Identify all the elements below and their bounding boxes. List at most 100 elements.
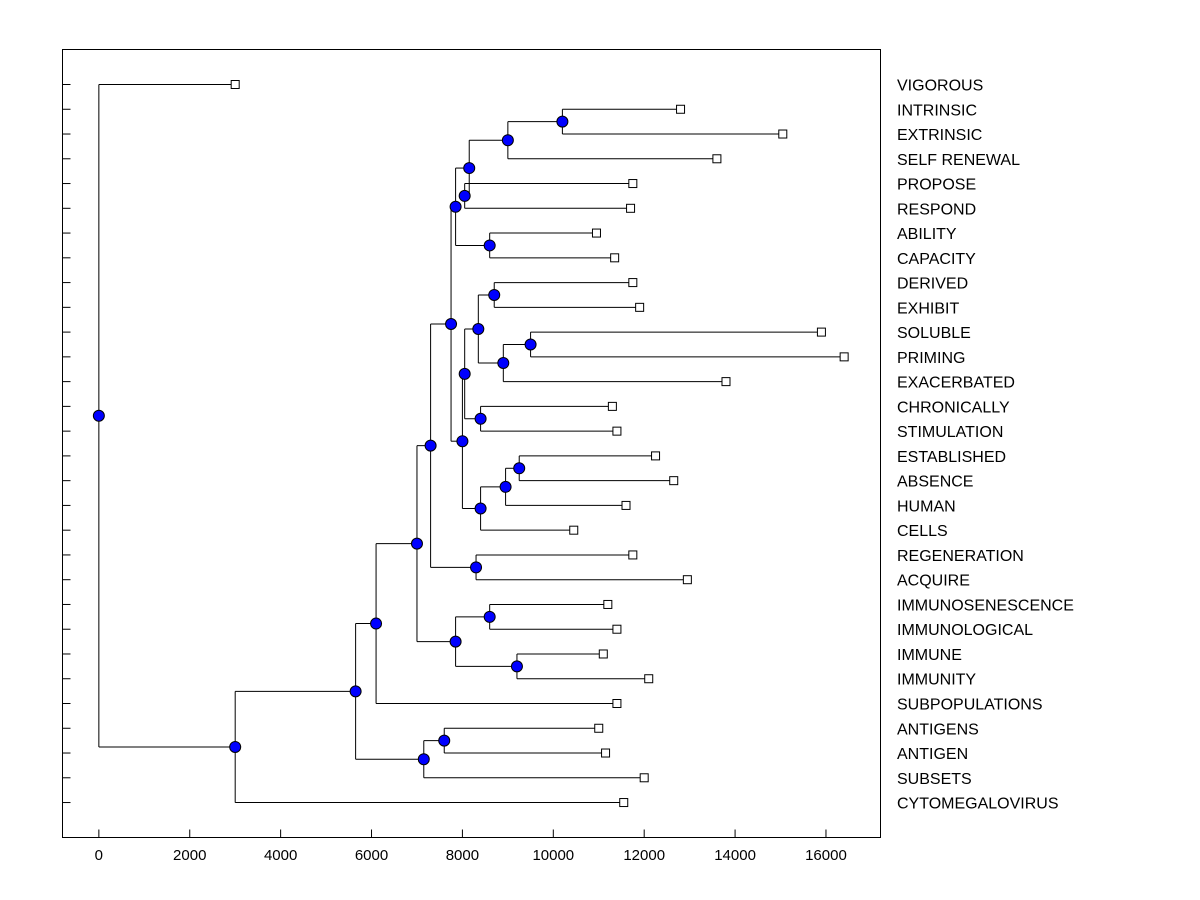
- leaf-label-derived: DERIVED: [897, 276, 968, 293]
- leaf-marker-absence: [669, 476, 679, 486]
- leaf-marker-immunity: [644, 674, 654, 684]
- leaf-marker-immune: [598, 649, 608, 659]
- leaf-label-exhibit: EXHIBIT: [897, 300, 959, 317]
- leaf-label-cells: CELLS: [897, 523, 948, 540]
- leaf-marker-chronically: [607, 401, 617, 411]
- node-marker-n21: [510, 660, 523, 673]
- leaf-label-subsets: SUBSETS: [897, 771, 972, 788]
- leaf-marker-exacerbated: [721, 377, 731, 387]
- leaf-label-regeneration: REGENERATION: [897, 548, 1024, 565]
- node-marker-n16: [456, 435, 469, 448]
- node-marker-n17: [445, 317, 458, 330]
- leaf-label-immune: IMMUNE: [897, 647, 962, 664]
- leaf-markers: [230, 80, 849, 808]
- node-marker-n25: [438, 734, 451, 747]
- leaf-label-intrinsic: INTRINSIC: [897, 102, 977, 119]
- leaf-label-exacerbated: EXACERBATED: [897, 375, 1015, 392]
- leaf-marker-antigens: [594, 723, 604, 733]
- node-marker-n15: [474, 502, 487, 515]
- x-tick-label-4000: 4000: [264, 847, 297, 864]
- node-marker-n7: [488, 288, 501, 301]
- leaf-marker-established: [651, 451, 661, 461]
- leaf-label-extrinsic: EXTRINSIC: [897, 127, 982, 144]
- leaf-label-established: ESTABLISHED: [897, 449, 1006, 466]
- node-marker-n6: [449, 200, 462, 213]
- leaf-marker-human: [621, 500, 631, 510]
- leaf-label-priming: PRIMING: [897, 350, 965, 367]
- leaf-label-respond: RESPOND: [897, 201, 976, 218]
- leaf-marker-cytomegalovirus: [619, 798, 629, 808]
- x-tick-label-0: 0: [95, 847, 103, 864]
- x-tick-label-10000: 10000: [532, 847, 574, 864]
- leaf-marker-propose: [628, 179, 638, 189]
- node-marker-n2: [501, 134, 514, 147]
- node-markers: [92, 115, 569, 766]
- node-marker-n9: [497, 357, 510, 370]
- node-marker-n8: [524, 338, 537, 351]
- leaf-marker-capacity: [610, 253, 620, 263]
- leaf-label-soluble: SOLUBLE: [897, 325, 971, 342]
- leaf-marker-intrinsic: [676, 104, 686, 114]
- node-marker-n29: [92, 409, 105, 422]
- node-marker-n20: [483, 610, 496, 623]
- node-marker-n23: [410, 537, 423, 550]
- x-tick-label-6000: 6000: [355, 847, 388, 864]
- leaf-marker-respond: [626, 203, 636, 213]
- leaf-label-immunity: IMMUNITY: [897, 672, 976, 689]
- leaf-marker-immunosenescence: [603, 599, 613, 609]
- node-marker-n4: [463, 162, 476, 175]
- leaf-label-immunological: IMMUNOLOGICAL: [897, 622, 1033, 639]
- leaf-marker-antigen: [601, 748, 611, 758]
- leaf-marker-subsets: [639, 773, 649, 783]
- leaf-label-stimulation: STIMULATION: [897, 424, 1003, 441]
- leaf-marker-extrinsic: [778, 129, 788, 139]
- leaf-marker-immunological: [612, 624, 622, 634]
- node-marker-n12: [458, 367, 471, 380]
- leaf-marker-soluble: [816, 327, 826, 337]
- branches: [98, 84, 845, 804]
- leaf-marker-acquire: [682, 575, 692, 585]
- leaf-label-subpopulations: SUBPOPULATIONS: [897, 697, 1043, 714]
- leaf-label-propose: PROPOSE: [897, 177, 976, 194]
- plot-frame: [62, 49, 881, 838]
- leaf-marker-exhibit: [635, 302, 645, 312]
- x-tick-label-12000: 12000: [623, 847, 665, 864]
- leaf-marker-subpopulations: [612, 699, 622, 708]
- x-tick-label-16000: 16000: [805, 847, 847, 864]
- x-tick-label-8000: 8000: [446, 847, 479, 864]
- leaf-label-self-renewal: SELF RENEWAL: [897, 152, 1020, 169]
- node-marker-n28: [229, 740, 242, 753]
- leaf-label-antigen: ANTIGEN: [897, 746, 968, 763]
- node-marker-n3: [458, 189, 471, 202]
- y-axis-ticks: [62, 84, 71, 804]
- leaf-label-acquire: ACQUIRE: [897, 573, 970, 590]
- x-tick-label-14000: 14000: [714, 847, 756, 864]
- leaf-marker-regeneration: [628, 550, 638, 560]
- leaf-label-vigorous: VIGOROUS: [897, 78, 983, 95]
- leaf-marker-cells: [569, 525, 579, 535]
- leaf-labels: VIGOROUS INTRINSIC EXTRINSIC SELF RENEWAL PR…: [897, 78, 1074, 813]
- node-marker-n24: [370, 617, 383, 630]
- leaf-label-absence: ABSENCE: [897, 474, 973, 491]
- node-marker-n10: [472, 323, 485, 336]
- node-marker-n22: [449, 635, 462, 648]
- node-marker-n1: [556, 115, 569, 128]
- node-marker-n5: [483, 239, 496, 252]
- node-marker-n13: [513, 462, 526, 475]
- node-marker-n27: [349, 685, 362, 698]
- leaf-label-human: HUMAN: [897, 498, 956, 515]
- leaf-label-capacity: CAPACITY: [897, 251, 976, 268]
- leaf-marker-self-renewal: [712, 154, 722, 164]
- leaf-label-antigens: ANTIGENS: [897, 721, 979, 738]
- leaf-marker-derived: [628, 278, 638, 288]
- leaf-label-chronically: CHRONICALLY: [897, 399, 1010, 416]
- node-marker-n19: [424, 439, 437, 452]
- node-marker-n11: [474, 412, 487, 425]
- leaf-label-immunosenescence: IMMUNOSENESCENCE: [897, 597, 1074, 614]
- leaf-label-ability: ABILITY: [897, 226, 957, 243]
- node-marker-n26: [417, 753, 430, 766]
- leaf-marker-priming: [839, 352, 849, 362]
- x-tick-label-2000: 2000: [173, 847, 206, 864]
- leaf-marker-vigorous: [230, 80, 240, 89]
